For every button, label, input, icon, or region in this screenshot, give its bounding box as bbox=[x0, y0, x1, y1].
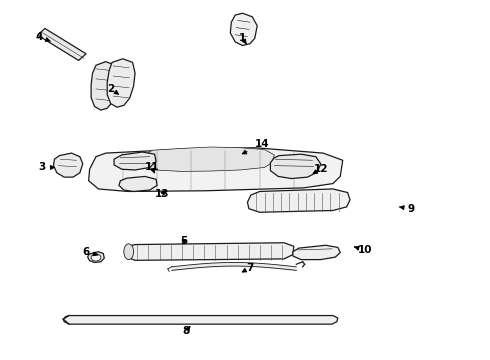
Text: 4: 4 bbox=[35, 32, 50, 41]
Polygon shape bbox=[63, 316, 338, 324]
Polygon shape bbox=[89, 148, 343, 192]
Polygon shape bbox=[88, 252, 104, 262]
Ellipse shape bbox=[124, 244, 134, 260]
Polygon shape bbox=[230, 13, 257, 45]
Circle shape bbox=[91, 254, 101, 261]
Polygon shape bbox=[114, 152, 156, 170]
Polygon shape bbox=[125, 243, 294, 260]
Text: 9: 9 bbox=[399, 204, 415, 214]
Polygon shape bbox=[293, 245, 340, 260]
Polygon shape bbox=[144, 147, 274, 171]
Polygon shape bbox=[119, 176, 157, 192]
Text: 6: 6 bbox=[83, 247, 98, 257]
Polygon shape bbox=[91, 62, 118, 110]
Polygon shape bbox=[247, 189, 350, 212]
Text: 11: 11 bbox=[145, 162, 159, 173]
Text: 13: 13 bbox=[155, 189, 169, 199]
Text: 7: 7 bbox=[243, 263, 253, 273]
Polygon shape bbox=[270, 154, 321, 179]
Text: 10: 10 bbox=[355, 245, 372, 255]
Text: 8: 8 bbox=[183, 326, 190, 336]
Text: 1: 1 bbox=[239, 33, 246, 44]
Polygon shape bbox=[107, 59, 135, 107]
Text: 12: 12 bbox=[313, 164, 328, 174]
Polygon shape bbox=[53, 153, 83, 177]
Text: 3: 3 bbox=[39, 162, 54, 172]
Text: 2: 2 bbox=[107, 84, 119, 94]
Polygon shape bbox=[37, 28, 86, 60]
Text: 5: 5 bbox=[180, 236, 188, 246]
Text: 14: 14 bbox=[243, 139, 270, 154]
